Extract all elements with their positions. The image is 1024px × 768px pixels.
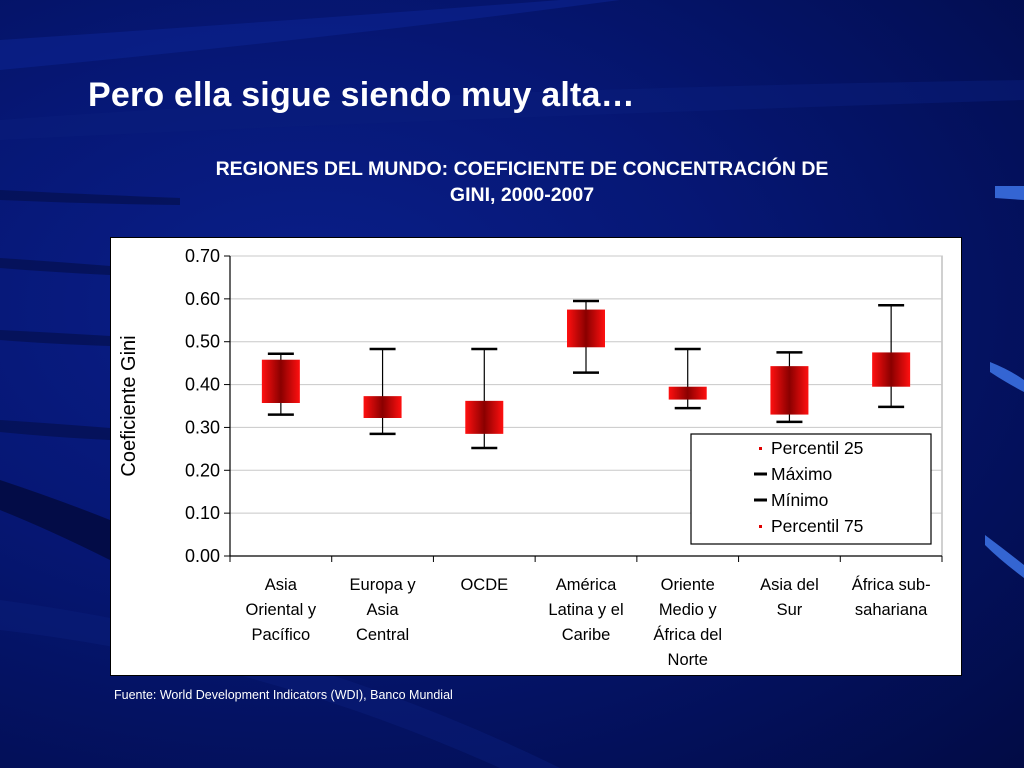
y-tick-label: 0.60 (185, 289, 220, 309)
x-category-label: Sur (777, 601, 803, 619)
y-tick-label: 0.20 (185, 460, 220, 480)
iqr-box (465, 400, 504, 434)
iqr-box (668, 386, 707, 400)
legend-marker-percentile (759, 525, 762, 528)
x-category-label: Pacífico (252, 626, 311, 644)
x-category-label: Caribe (562, 626, 611, 644)
legend-label: Percentil 25 (771, 438, 863, 458)
legend-marker-percentile (759, 447, 762, 450)
y-tick-label: 0.70 (185, 246, 220, 266)
x-category-label: Europa y (350, 576, 417, 594)
y-tick-label: 0.10 (185, 503, 220, 523)
chart-title: REGIONES DEL MUNDO: COEFICIENTE DE CONCE… (150, 156, 894, 208)
x-category-label: África sub- (852, 575, 931, 594)
y-axis-label: Coeficiente Gini (118, 335, 140, 476)
iqr-box (872, 352, 911, 387)
iqr-box (567, 309, 605, 348)
legend-label: Máximo (771, 464, 832, 484)
x-category-label: América (556, 576, 617, 594)
y-tick-label: 0.40 (185, 375, 220, 395)
chart-area: 0.00 0.10 0.20 0.30 0.40 0.50 0.60 0.70 Coeficie… (110, 237, 962, 676)
x-category-label: Asia del (760, 576, 819, 594)
x-category-label: Asia (367, 601, 400, 619)
y-tick-label: 0.30 (185, 417, 220, 437)
x-category-label: OCDE (460, 576, 508, 594)
y-tick-label: 0.00 (185, 546, 220, 566)
x-category-label: Latina y el (548, 601, 623, 619)
x-category-label: Central (356, 626, 409, 644)
x-category-label: Norte (668, 651, 708, 669)
x-category-label: Oriental y (246, 601, 317, 619)
slide-title: Pero ella sigue siendo muy alta… (88, 76, 635, 114)
chart-title-line-1: REGIONES DEL MUNDO: COEFICIENTE DE CONCE… (215, 158, 829, 180)
x-category-label: Oriente (661, 576, 715, 594)
iqr-box (770, 366, 809, 415)
legend-label: Mínimo (771, 490, 828, 510)
y-tick-label: 0.50 (185, 332, 220, 352)
iqr-box (363, 396, 402, 418)
iqr-box (261, 359, 300, 403)
chart-title-line-2: GINI, 2000-2007 (449, 184, 595, 206)
box-plot: 0.00 0.10 0.20 0.30 0.40 0.50 0.60 0.70 Coeficie… (118, 246, 943, 669)
source-note: Fuente: World Development Indicators (WD… (114, 688, 453, 702)
x-category-label: Asia (265, 576, 298, 594)
x-category-label: Medio y (659, 601, 718, 619)
legend-label: Percentil 75 (771, 516, 863, 536)
x-category-label: África del (653, 625, 722, 644)
legend-box (690, 433, 932, 545)
x-category-label: sahariana (855, 601, 928, 619)
